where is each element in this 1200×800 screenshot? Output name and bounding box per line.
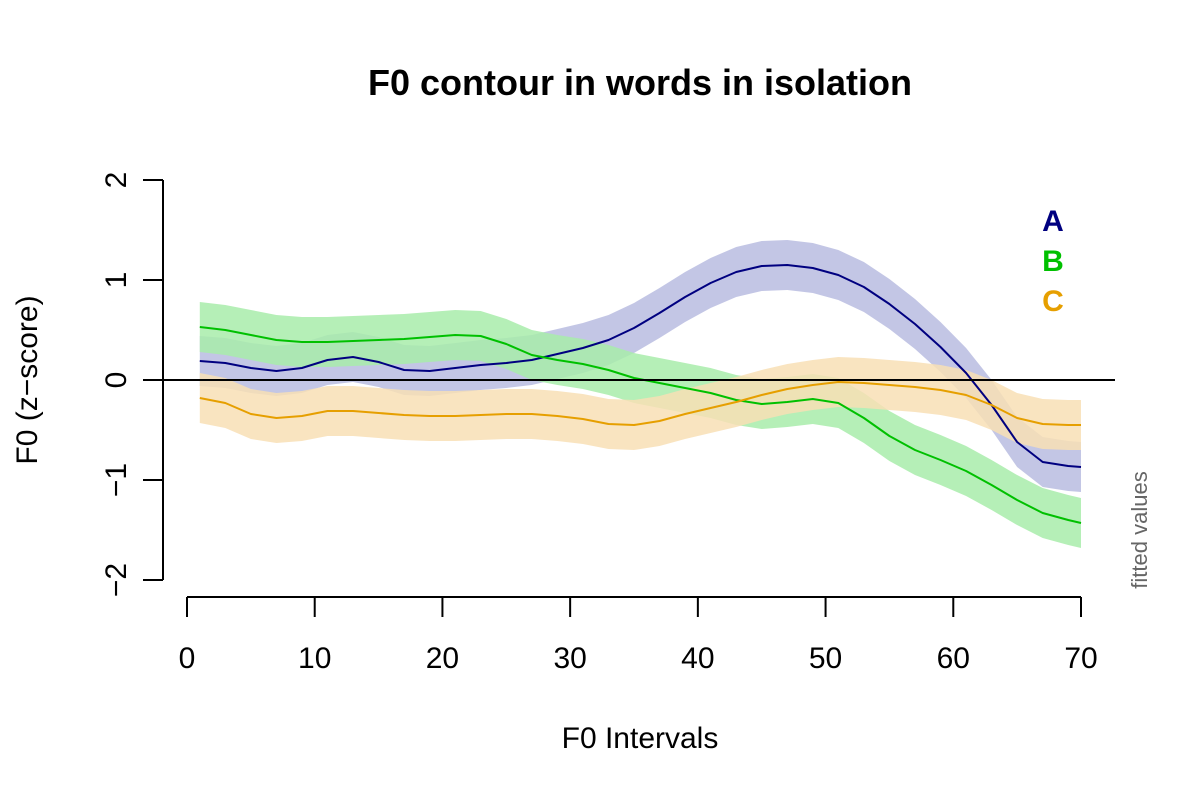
legend-item-b: B — [1042, 245, 1064, 278]
series-line-c — [199, 381, 1081, 426]
y-tick-label: 2 — [100, 172, 133, 189]
x-tick-label: 10 — [298, 642, 331, 675]
x-tick-label: 30 — [553, 642, 586, 675]
legend-item-a: A — [1042, 205, 1064, 238]
y-tick-label: 0 — [100, 372, 133, 389]
x-tick-label: 60 — [937, 642, 970, 675]
fitted-values-note: fitted values — [1127, 471, 1152, 588]
legend: ABC — [1042, 205, 1064, 318]
x-tick-label: 50 — [809, 642, 842, 675]
series-line-a — [199, 264, 1082, 468]
x-tick-label: 40 — [681, 642, 714, 675]
x-tick-label: 70 — [1064, 642, 1097, 675]
y-axis-title: F0 (z−score) — [11, 295, 44, 464]
confidence-bands — [199, 240, 1082, 548]
y-tick-label: −2 — [100, 563, 133, 597]
chart-title: F0 contour in words in isolation — [368, 62, 912, 103]
x-tick-label: 0 — [179, 642, 196, 675]
band-b — [199, 302, 1082, 548]
x-axis-title: F0 Intervals — [562, 722, 719, 755]
y-tick-label: −1 — [100, 463, 133, 497]
y-tick-label: 1 — [100, 272, 133, 289]
band-a — [199, 240, 1082, 492]
legend-item-c: C — [1042, 285, 1064, 318]
x-axis-ticks: 0 10 20 30 40 50 60 70 — [179, 597, 1098, 675]
y-axis-ticks: −2 −1 0 1 2 — [100, 172, 163, 597]
x-tick-label: 20 — [426, 642, 459, 675]
